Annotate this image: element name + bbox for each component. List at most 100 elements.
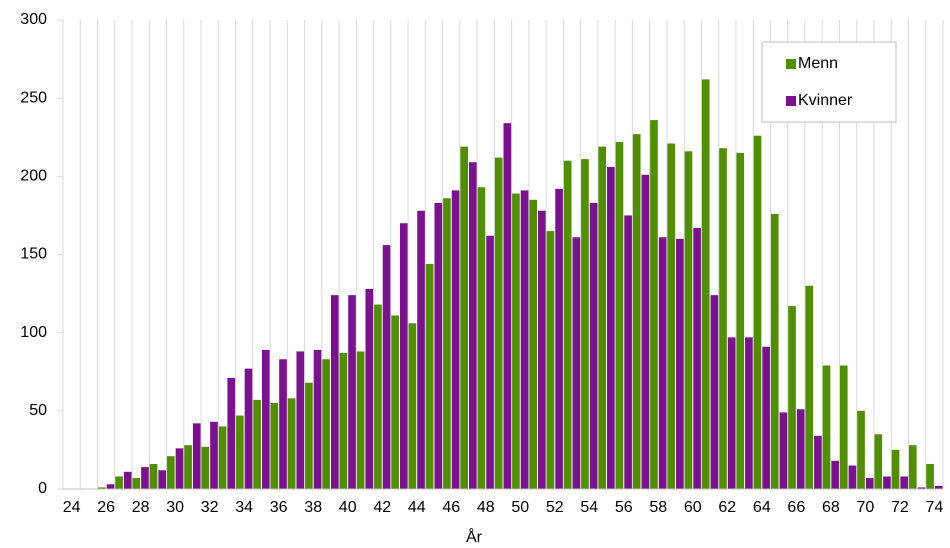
bar — [762, 346, 770, 489]
bar — [399, 223, 408, 489]
bar — [218, 426, 227, 489]
bar — [701, 79, 710, 489]
bar — [615, 141, 624, 489]
bar — [167, 456, 175, 489]
bar — [279, 359, 287, 489]
x-tick-label: 70 — [856, 499, 874, 516]
x-tick-label: 44 — [408, 499, 426, 516]
x-tick-label: 68 — [822, 499, 840, 516]
bar — [141, 467, 149, 489]
bar — [313, 349, 322, 489]
bar — [632, 134, 641, 489]
bar — [788, 306, 796, 489]
bar — [132, 478, 141, 489]
bar — [374, 304, 382, 489]
y-tick-label: 100 — [20, 324, 47, 341]
y-tick-label: 250 — [20, 89, 47, 106]
bar — [261, 349, 270, 489]
bar — [382, 245, 391, 489]
x-tick-label: 38 — [304, 499, 322, 516]
bar — [477, 187, 486, 489]
x-tick-label: 66 — [787, 499, 805, 516]
bar — [356, 351, 365, 489]
x-tick-label: 62 — [718, 499, 736, 516]
bar — [753, 135, 762, 490]
bar — [624, 215, 632, 489]
x-tick-label: 30 — [166, 499, 184, 516]
bar — [287, 398, 296, 489]
y-tick-label: 300 — [20, 11, 47, 28]
bar — [365, 288, 374, 489]
bar — [149, 463, 158, 489]
bar — [443, 198, 451, 489]
bar — [710, 295, 719, 489]
bar — [555, 188, 563, 489]
bar — [434, 202, 443, 489]
bar — [503, 123, 512, 490]
bar — [779, 412, 788, 489]
bar — [667, 143, 676, 489]
legend-label: Kvinner — [798, 92, 853, 109]
x-tick-label: 26 — [97, 499, 115, 516]
bar — [451, 190, 460, 490]
bar — [106, 484, 115, 489]
bar — [641, 174, 650, 489]
bar — [244, 368, 253, 489]
bar — [684, 151, 693, 489]
bar — [460, 146, 468, 489]
x-tick-label: 40 — [339, 499, 357, 516]
y-tick-label: 50 — [29, 402, 47, 419]
bar — [693, 227, 701, 489]
bar — [391, 315, 399, 489]
bar — [184, 445, 192, 489]
bar — [192, 423, 201, 489]
bar — [598, 146, 607, 489]
bar — [736, 152, 745, 489]
bar — [589, 202, 598, 489]
bar — [520, 190, 529, 490]
x-tick-label: 32 — [201, 499, 219, 516]
bar — [770, 213, 779, 489]
legend-label: Menn — [798, 55, 838, 72]
bar — [296, 351, 305, 489]
x-tick-label: 36 — [270, 499, 288, 516]
x-tick-label: 24 — [63, 499, 81, 516]
bar — [98, 487, 106, 489]
bar — [805, 285, 814, 489]
bar — [494, 157, 503, 489]
bar — [348, 295, 356, 489]
y-tick-label: 200 — [20, 168, 47, 185]
bar — [857, 410, 865, 489]
bar — [572, 237, 581, 489]
bar — [848, 465, 857, 489]
legend-swatch — [786, 59, 796, 69]
bar — [563, 160, 572, 489]
x-tick-label: 52 — [546, 499, 564, 516]
bar — [270, 403, 279, 489]
bar — [408, 323, 417, 489]
bar — [814, 435, 822, 489]
bar — [727, 337, 736, 489]
x-tick-label: 72 — [891, 499, 909, 516]
x-tick-label: 74 — [925, 499, 943, 516]
bar — [891, 449, 900, 489]
bar — [581, 159, 589, 490]
bar — [658, 237, 667, 489]
bar — [253, 399, 261, 489]
bar — [123, 471, 132, 489]
bar — [908, 445, 917, 489]
bar — [322, 359, 330, 489]
bar — [676, 238, 684, 489]
legend-box — [761, 41, 897, 123]
bar — [175, 448, 184, 489]
bar — [719, 148, 727, 489]
x-tick-label: 28 — [132, 499, 150, 516]
bar — [339, 352, 348, 489]
bar — [822, 365, 831, 489]
bar — [874, 434, 883, 489]
bar — [330, 295, 339, 489]
bar — [796, 409, 805, 489]
bar — [115, 476, 123, 489]
x-tick-label: 58 — [649, 499, 667, 516]
bar — [538, 210, 546, 489]
